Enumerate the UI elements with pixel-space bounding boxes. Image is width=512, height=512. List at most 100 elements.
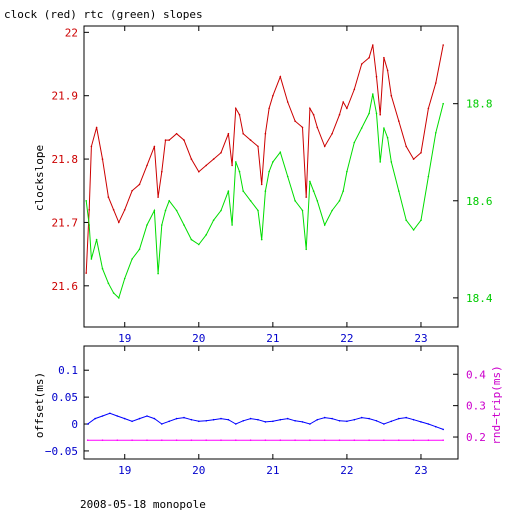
series-point-2 — [116, 439, 119, 442]
series-point-2 — [138, 248, 141, 251]
series-point-1 — [94, 417, 96, 420]
series-point-1 — [305, 196, 308, 198]
series-point-1 — [264, 421, 267, 423]
y2-tick-label: 0.2 — [466, 431, 486, 444]
series-point-1 — [123, 209, 126, 211]
series-point-2 — [112, 292, 115, 294]
series-point-2 — [442, 439, 445, 442]
series-point-1 — [435, 82, 437, 84]
series-point-1 — [286, 417, 289, 420]
series-point-1 — [390, 420, 393, 423]
series-point-2 — [220, 209, 222, 212]
chart-title: clock (red) rtc (green) slopes — [4, 8, 203, 21]
series-point-2 — [412, 439, 415, 442]
series-point-1 — [220, 151, 222, 154]
series-point-2 — [183, 224, 185, 226]
series-point-1 — [353, 88, 356, 91]
series-point-1 — [85, 272, 87, 274]
series-point-1 — [412, 418, 415, 421]
y2-tick-label: 18.8 — [466, 98, 493, 111]
series-point-2 — [131, 439, 133, 442]
series-point-1 — [235, 423, 237, 425]
series-point-1 — [420, 421, 422, 423]
series-point-2 — [342, 190, 345, 192]
x-tick-label: 23 — [414, 332, 427, 345]
series-point-1 — [183, 416, 185, 419]
series-point-2 — [383, 439, 385, 442]
series-point-2 — [383, 127, 385, 129]
series-point-2 — [331, 209, 333, 212]
x-tick-label: 20 — [192, 332, 205, 345]
y-tick-label: −0.05 — [45, 445, 78, 458]
series-point-2 — [427, 175, 430, 178]
series-point-1 — [279, 75, 282, 78]
series-point-1 — [360, 416, 363, 419]
series-point-2 — [90, 258, 93, 260]
series-point-1 — [146, 415, 148, 417]
series-point-2 — [375, 112, 378, 115]
series-point-1 — [427, 423, 430, 425]
series-point-1 — [231, 164, 233, 167]
series-point-1 — [112, 209, 115, 211]
y2-tick-label: 0.3 — [466, 400, 486, 413]
series-point-2 — [205, 234, 207, 236]
series-point-1 — [405, 145, 408, 148]
series-point-1 — [338, 113, 341, 116]
series-point-1 — [227, 418, 230, 421]
series-point-1 — [346, 420, 348, 423]
series-point-1 — [435, 425, 437, 428]
series-point-2 — [260, 238, 263, 241]
series-point-2 — [294, 200, 296, 202]
series-point-2 — [279, 439, 282, 442]
y-tick-label: 0 — [71, 418, 78, 431]
series-point-1 — [331, 132, 333, 135]
series-point-2 — [153, 209, 156, 212]
series-point-2 — [398, 190, 400, 192]
series-point-1 — [279, 418, 282, 421]
series-point-1 — [238, 113, 241, 116]
series-point-2 — [220, 439, 222, 442]
series-point-2 — [190, 238, 193, 241]
series-point-2 — [309, 180, 311, 183]
series-point-2 — [88, 224, 90, 226]
series-point-2 — [398, 439, 400, 442]
series-point-1 — [427, 107, 430, 110]
series-point-2 — [427, 439, 430, 442]
y-tick-label: 21.8 — [52, 153, 79, 166]
series-point-1 — [372, 44, 374, 46]
series-point-2 — [161, 439, 163, 442]
series-point-2 — [85, 200, 87, 202]
series-point-1 — [383, 423, 385, 425]
plot-frame — [83, 345, 459, 460]
series-point-1 — [157, 196, 159, 198]
series-point-2 — [168, 200, 170, 202]
x-tick-label: 22 — [340, 332, 353, 345]
x-tick-label: 23 — [414, 464, 427, 477]
series-point-1 — [268, 107, 270, 110]
y2-tick-label: 0.4 — [466, 368, 486, 381]
series-point-1 — [95, 126, 98, 129]
series-point-1 — [175, 132, 178, 135]
top-ylabel: clockslope — [33, 145, 46, 211]
y2-tick-label: 18.4 — [466, 292, 493, 305]
series-point-1 — [346, 107, 348, 110]
series-point-1 — [161, 170, 163, 173]
series-point-1 — [368, 56, 370, 59]
series-point-2 — [420, 219, 422, 221]
series-point-1 — [190, 158, 193, 160]
series-point-1 — [101, 158, 104, 160]
series-point-1 — [294, 120, 296, 122]
series-point-1 — [101, 415, 104, 417]
series-point-2 — [272, 161, 274, 163]
series-point-1 — [138, 183, 141, 186]
series-point-1 — [131, 190, 133, 192]
series-point-1 — [118, 221, 120, 224]
series-point-1 — [257, 145, 259, 148]
series-point-2 — [323, 224, 326, 226]
series-point-2 — [101, 267, 104, 270]
series-point-2 — [235, 161, 237, 163]
series-point-1 — [116, 415, 119, 417]
series-point-1 — [405, 416, 408, 419]
series-point-2 — [95, 238, 98, 241]
